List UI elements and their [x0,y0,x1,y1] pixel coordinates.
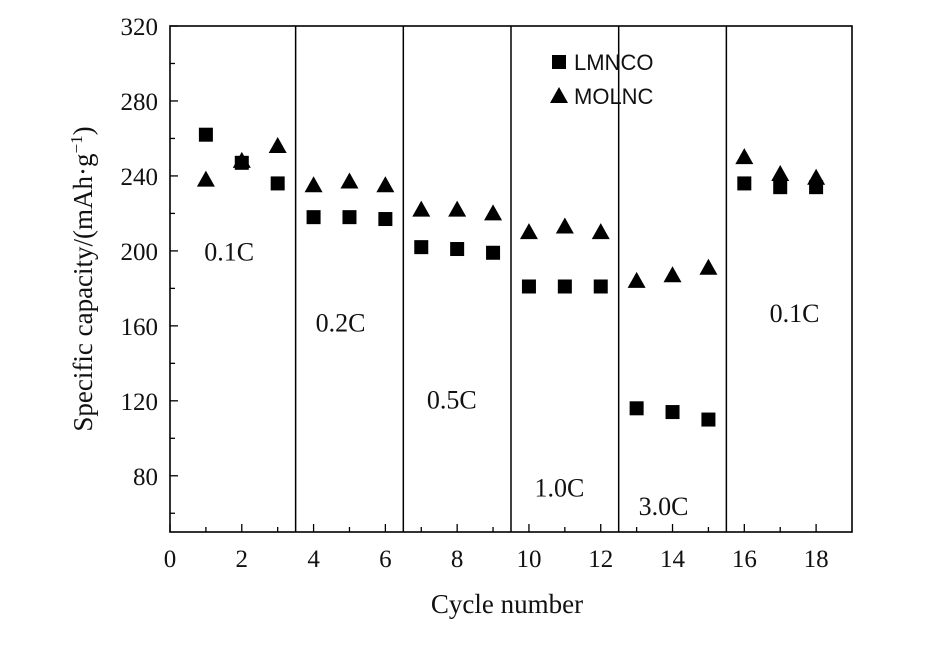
rate-label: 0.1C [204,237,254,266]
molnc-point [376,176,395,193]
y-axis-title-close: ) [68,126,98,135]
y-axis-title-superscript: −1 [67,135,86,153]
molnc-point [555,217,574,234]
x-tick-label: 0 [164,546,177,573]
y-tick-label: 280 [121,89,159,116]
molnc-point [484,204,503,221]
y-axis-title-main: Specific capacity/(mAh·g [68,153,98,431]
rate-label: 1.0C [535,473,585,502]
x-tick-label: 10 [516,546,541,573]
molnc-point [196,170,215,187]
rate-label: 0.2C [316,308,366,337]
y-tick-label: 320 [121,14,159,41]
molnc-point [519,223,538,240]
molnc-point [699,258,718,275]
lmnco-point [198,127,213,142]
lmnco-point [450,242,465,257]
x-tick-label: 2 [236,546,249,573]
molnc-point [627,271,646,288]
legend-label-lmnco: LMNCO [574,50,653,75]
lmnco-point [342,210,357,225]
y-tick-label: 200 [121,239,159,266]
x-tick-label: 6 [379,546,392,573]
x-tick-label: 8 [451,546,464,573]
legend-marker-molnc [550,87,568,103]
lmnco-point [665,405,680,420]
molnc-point [735,148,754,165]
molnc-point [807,168,826,185]
molnc-point [268,136,287,153]
lmnco-point [701,412,716,427]
x-tick-label: 14 [660,546,686,573]
molnc-point [663,266,682,283]
lmnco-point [378,212,393,227]
lmnco-point [521,279,536,294]
y-tick-label: 120 [121,389,159,416]
rate-label: 0.5C [427,385,477,414]
molnc-point [412,200,431,217]
y-tick-label: 160 [121,314,159,341]
molnc-point [340,172,359,189]
legend-label-molnc: MOLNC [574,84,654,109]
plot-area: 0 2 4 6 8 10 12 14 16 18 80 120 160 200 240 280 320 Cycle… [67,14,853,619]
rate-label: 3.0C [639,492,689,521]
lmnco-point [557,279,572,294]
y-tick-label: 240 [121,164,159,191]
rate-label: 0.1C [770,299,820,328]
lmnco-point [629,401,644,416]
lmnco-point [773,180,788,195]
molnc-point [232,151,251,168]
molnc-point [771,165,790,182]
x-tick-label: 16 [732,546,757,573]
x-axis-title: Cycle number [431,589,583,619]
lmnco-point [414,240,429,255]
lmnco-point [306,210,321,225]
lmnco-point [270,176,285,191]
molnc-point [448,200,467,217]
x-tick-label: 12 [588,546,613,573]
lmnco-point [593,279,608,294]
x-tick-label: 4 [307,546,320,573]
lmnco-point [486,245,501,260]
x-tick-label: 18 [804,546,829,573]
legend-marker-lmnco [552,55,566,69]
y-axis-title: Specific capacity/(mAh·g−1) [67,126,98,431]
y-tick-label: 80 [133,464,158,491]
lmnco-point [737,176,752,191]
molnc-point [591,223,610,240]
molnc-point [304,176,323,193]
